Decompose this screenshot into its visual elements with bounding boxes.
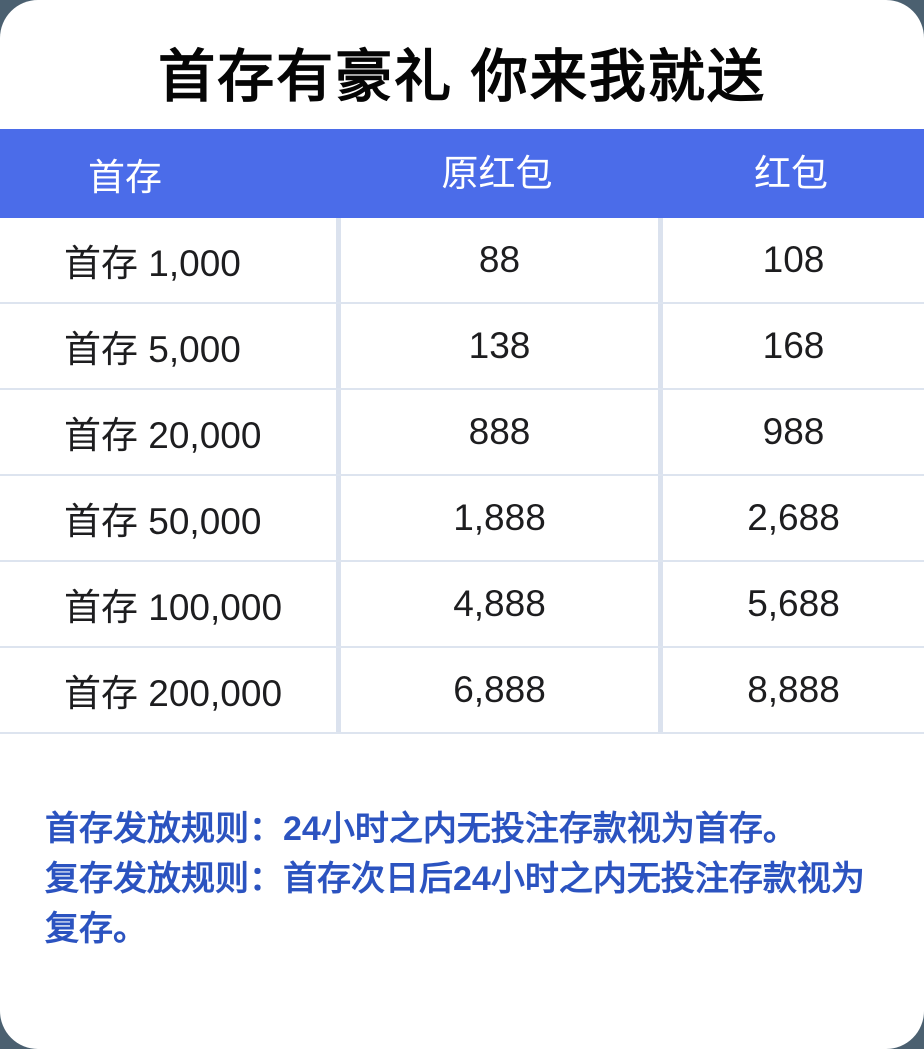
deposit-bonus-table: 首存 原红包 红包 首存 1,000 88 108 首存 5,000 138 1… — [0, 129, 924, 734]
deposit-cell: 首存 20,000 — [64, 415, 262, 456]
column-header-deposit: 首存 — [88, 156, 162, 198]
table-row: 首存 1,000 88 108 — [0, 218, 924, 304]
table-row: 首存 200,000 6,888 8,888 — [0, 648, 924, 734]
original-bonus-cell: 1,888 — [336, 476, 658, 560]
repeat-deposit-rule: 复存发放规则：首存次日后24小时之内无投注存款视为复存。 — [45, 860, 865, 948]
bonus-cell: 168 — [658, 304, 924, 388]
original-bonus-cell: 88 — [336, 218, 658, 302]
table-row: 首存 50,000 1,888 2,688 — [0, 476, 924, 562]
bonus-cell: 5,688 — [658, 562, 924, 646]
table-row: 首存 20,000 888 988 — [0, 390, 924, 476]
deposit-cell: 首存 50,000 — [64, 501, 262, 542]
table-row: 首存 5,000 138 168 — [0, 304, 924, 390]
column-header-bonus: 红包 — [754, 153, 828, 194]
original-bonus-cell: 4,888 — [336, 562, 658, 646]
deposit-cell: 首存 5,000 — [64, 329, 241, 370]
deposit-cell: 首存 100,000 — [64, 587, 283, 628]
column-header-original-bonus: 原红包 — [441, 153, 553, 194]
bonus-cell: 8,888 — [658, 648, 924, 732]
deposit-cell: 首存 1,000 — [64, 243, 241, 284]
deposit-cell: 首存 200,000 — [64, 673, 283, 714]
deposit-rules: 首存发放规则：24小时之内无投注存款视为首存。 复存发放规则：首存次日后24小时… — [0, 804, 924, 954]
table-row: 首存 100,000 4,888 5,688 — [0, 562, 924, 648]
original-bonus-cell: 6,888 — [336, 648, 658, 732]
page-title: 首存有豪礼 你来我就送 — [158, 45, 766, 109]
bonus-cell: 988 — [658, 390, 924, 474]
original-bonus-cell: 888 — [336, 390, 658, 474]
first-deposit-rule: 首存发放规则：24小时之内无投注存款视为首存。 — [45, 810, 797, 848]
original-bonus-cell: 138 — [336, 304, 658, 388]
bonus-cell: 108 — [658, 218, 924, 302]
table-header-row: 首存 原红包 红包 — [0, 129, 924, 218]
bonus-cell: 2,688 — [658, 476, 924, 560]
